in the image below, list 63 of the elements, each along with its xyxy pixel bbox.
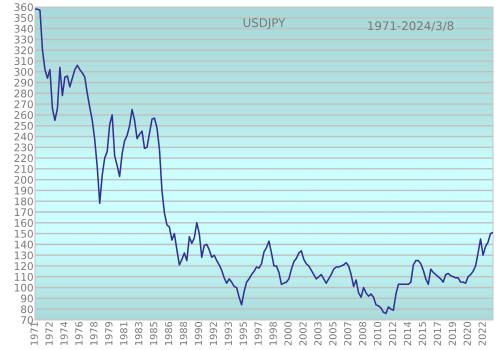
y-tick-label: 110 [14, 272, 33, 281]
x-tick-label: 2010 [374, 322, 382, 346]
y-tick-label: 190 [14, 186, 33, 195]
text: USDJPY [244, 18, 286, 30]
x-tick-label: 2017 [434, 322, 442, 346]
y-tick-label: 80 [21, 305, 33, 314]
x-tick-label: 2002 [299, 322, 307, 346]
x-tick-label: 1992 [210, 322, 218, 345]
x-tick-label: 1974 [60, 322, 68, 345]
y-tick-label: 330 [14, 36, 33, 44]
x-tick-label: 1978 [90, 322, 98, 345]
x-tick-label: 2005 [329, 322, 337, 346]
x-tick-label: 1997 [254, 322, 262, 345]
y-tick-label: 200 [14, 176, 33, 184]
x-tick-label: 2003 [314, 322, 322, 346]
y-tick-label: 260 [14, 111, 33, 119]
y-tick-label: 250 [14, 122, 33, 130]
x-tick-label: 1985 [150, 322, 158, 345]
annotation: 1971-2024/3/8 [368, 21, 454, 32]
y-tick-label: 320 [14, 46, 33, 54]
y-tick-label: 360 [14, 3, 33, 12]
y-tick-label: 90 [21, 294, 33, 302]
x-tick-label: 2019 [448, 322, 456, 346]
x-tick-label: 1988 [180, 322, 188, 345]
y-tick-label: 210 [14, 165, 33, 173]
y-tick-label: 230 [14, 143, 33, 152]
x-tick-label: 1979 [105, 322, 112, 345]
y-tick-label: 130 [14, 251, 33, 260]
y-tick-label: 350 [14, 14, 33, 22]
y-tick-label: 340 [14, 24, 33, 33]
y-tick-label: 270 [14, 100, 33, 108]
x-tick-label: 1976 [75, 322, 83, 345]
x-tick-label: 1986 [164, 322, 172, 345]
x-tick-label: 1995 [240, 322, 247, 345]
y-tick-label: 70 [21, 316, 33, 324]
y-tick-label: 290 [14, 78, 33, 87]
y-tick-label: 310 [14, 57, 33, 66]
x-tick-label: 1998 [269, 322, 277, 345]
y-tick-label: 120 [14, 262, 33, 270]
x-tick-label: 2020 [464, 322, 471, 346]
y-tick-label: 300 [14, 68, 33, 76]
y-tick-label: 280 [14, 90, 33, 98]
y-tick-label: 160 [14, 219, 33, 227]
x-tick-label: 2015 [418, 322, 426, 346]
x-tick-label: 1971 [30, 322, 38, 345]
y-tick-label: 220 [14, 154, 33, 162]
x-tick-label: 2000 [284, 322, 292, 346]
x-tick-label: 2007 [344, 322, 352, 346]
x-tick-label: 1972 [45, 322, 53, 345]
y-tick-label: 100 [14, 284, 33, 292]
x-tick-label: 1993 [224, 322, 232, 345]
y-tick-label: 180 [14, 197, 33, 206]
y-tick-label: 140 [14, 240, 33, 248]
x-tick-label: 2012 [388, 322, 396, 346]
y-tick-label: 170 [14, 208, 33, 216]
y-tick-label: 240 [14, 132, 33, 141]
x-tick-label: 1981 [120, 322, 128, 345]
x-tick-label: 2014 [404, 322, 412, 346]
x-tick-label: 1990 [194, 322, 202, 345]
x-tick-label: 2008 [359, 322, 366, 346]
y-tick-label: 150 [14, 230, 33, 238]
x-tick-label: 2022 [478, 322, 486, 346]
x-tick-label: 1983 [135, 322, 142, 345]
